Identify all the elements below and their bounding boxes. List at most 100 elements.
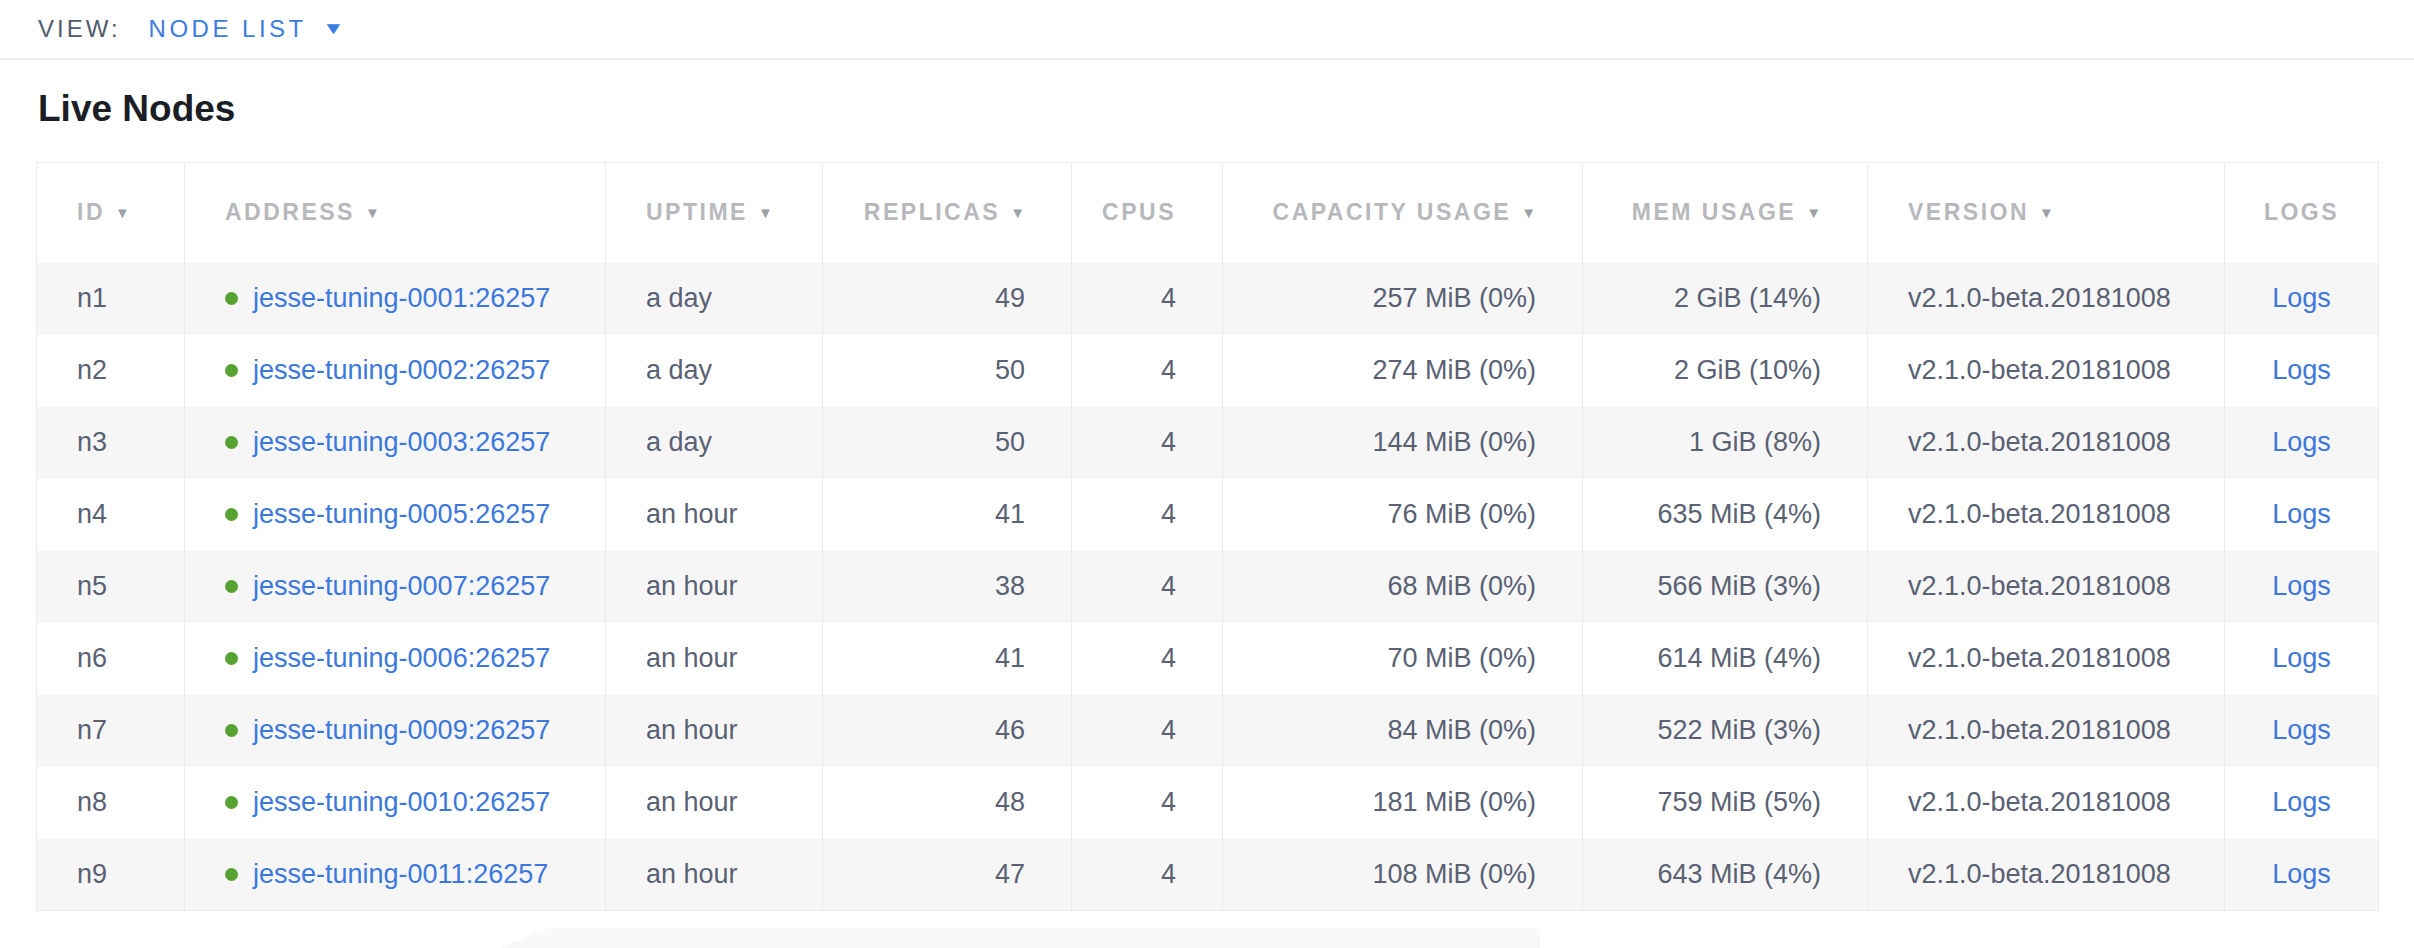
table-row: n4jesse-tuning-0005:26257an hour41476 Mi… [37, 479, 2379, 551]
cell-replicas: 49 [823, 263, 1072, 335]
sort-arrow-icon: ▼ [365, 204, 380, 221]
cell-version: v2.1.0-beta.20181008 [1868, 551, 2225, 623]
cell-logs: Logs [2225, 551, 2379, 623]
cell-capacity: 70 MiB (0%) [1223, 623, 1583, 695]
table-row: n1jesse-tuning-0001:26257a day494257 MiB… [37, 263, 2379, 335]
view-selected-value: NODE LIST [149, 15, 307, 43]
column-header-address[interactable]: ADDRESS▼ [185, 163, 606, 263]
cell-uptime: a day [606, 407, 823, 479]
cell-cpus: 4 [1072, 839, 1223, 911]
table-row: n5jesse-tuning-0007:26257an hour38468 Mi… [37, 551, 2379, 623]
cell-logs: Logs [2225, 479, 2379, 551]
bottom-shadow [500, 928, 1540, 948]
node-address-link[interactable]: jesse-tuning-0010:26257 [253, 787, 550, 817]
table-row: n3jesse-tuning-0003:26257a day504144 MiB… [37, 407, 2379, 479]
cell-logs: Logs [2225, 695, 2379, 767]
cell-replicas: 38 [823, 551, 1072, 623]
cell-logs: Logs [2225, 407, 2379, 479]
cell-logs: Logs [2225, 623, 2379, 695]
node-live-status-icon [225, 724, 238, 737]
cell-id: n3 [37, 407, 185, 479]
cell-mem: 566 MiB (3%) [1583, 551, 1868, 623]
node-logs-link[interactable]: Logs [2272, 715, 2331, 745]
cell-replicas: 50 [823, 407, 1072, 479]
column-header-mem[interactable]: MEM USAGE▼ [1583, 163, 1868, 263]
cell-uptime: a day [606, 335, 823, 407]
cell-address: jesse-tuning-0002:26257 [185, 335, 606, 407]
cell-cpus: 4 [1072, 479, 1223, 551]
node-address-link[interactable]: jesse-tuning-0011:26257 [253, 859, 548, 889]
cell-logs: Logs [2225, 767, 2379, 839]
cell-capacity: 76 MiB (0%) [1223, 479, 1583, 551]
cell-id: n9 [37, 839, 185, 911]
cell-mem: 1 GiB (8%) [1583, 407, 1868, 479]
cell-version: v2.1.0-beta.20181008 [1868, 479, 2225, 551]
cell-version: v2.1.0-beta.20181008 [1868, 695, 2225, 767]
cell-mem: 522 MiB (3%) [1583, 695, 1868, 767]
node-logs-link[interactable]: Logs [2272, 571, 2331, 601]
cell-id: n6 [37, 623, 185, 695]
cell-logs: Logs [2225, 839, 2379, 911]
cell-replicas: 41 [823, 623, 1072, 695]
node-address-link[interactable]: jesse-tuning-0001:26257 [253, 283, 550, 313]
column-header-label: REPLICAS [864, 199, 1000, 225]
node-logs-link[interactable]: Logs [2272, 787, 2331, 817]
node-logs-link[interactable]: Logs [2272, 859, 2331, 889]
node-address-link[interactable]: jesse-tuning-0009:26257 [253, 715, 550, 745]
cell-uptime: an hour [606, 767, 823, 839]
cell-uptime: an hour [606, 551, 823, 623]
cell-cpus: 4 [1072, 767, 1223, 839]
node-address-link[interactable]: jesse-tuning-0003:26257 [253, 427, 550, 457]
cell-cpus: 4 [1072, 695, 1223, 767]
cell-uptime: an hour [606, 695, 823, 767]
cell-id: n2 [37, 335, 185, 407]
cell-capacity: 108 MiB (0%) [1223, 839, 1583, 911]
cell-mem: 635 MiB (4%) [1583, 479, 1868, 551]
node-logs-link[interactable]: Logs [2272, 643, 2331, 673]
cell-replicas: 46 [823, 695, 1072, 767]
view-bar: VIEW: NODE LIST ▼ [0, 0, 2414, 60]
node-live-status-icon [225, 436, 238, 449]
node-table-body: n1jesse-tuning-0001:26257a day494257 MiB… [37, 263, 2379, 911]
node-address-link[interactable]: jesse-tuning-0002:26257 [253, 355, 550, 385]
table-row: n7jesse-tuning-0009:26257an hour46484 Mi… [37, 695, 2379, 767]
node-address-link[interactable]: jesse-tuning-0007:26257 [253, 571, 550, 601]
column-header-replicas[interactable]: REPLICAS ▼ [823, 163, 1072, 263]
sort-arrow-icon: ▼ [115, 204, 130, 221]
node-logs-link[interactable]: Logs [2272, 427, 2331, 457]
cell-address: jesse-tuning-0011:26257 [185, 839, 606, 911]
cell-id: n4 [37, 479, 185, 551]
cell-mem: 643 MiB (4%) [1583, 839, 1868, 911]
node-address-link[interactable]: jesse-tuning-0005:26257 [253, 499, 550, 529]
column-header-cpus: CPUS [1072, 163, 1223, 263]
cell-capacity: 181 MiB (0%) [1223, 767, 1583, 839]
view-mode-selector[interactable]: NODE LIST ▼ [149, 15, 342, 43]
cell-capacity: 257 MiB (0%) [1223, 263, 1583, 335]
cell-cpus: 4 [1072, 263, 1223, 335]
node-logs-link[interactable]: Logs [2272, 355, 2331, 385]
column-header-label: VERSION [1908, 199, 2029, 225]
column-header-label: CAPACITY USAGE [1273, 199, 1512, 225]
node-live-status-icon [225, 796, 238, 809]
cell-id: n8 [37, 767, 185, 839]
cell-cpus: 4 [1072, 551, 1223, 623]
cell-replicas: 41 [823, 479, 1072, 551]
page-title: Live Nodes [38, 88, 2414, 130]
sort-arrow-icon: ▼ [1010, 204, 1025, 221]
cell-mem: 2 GiB (10%) [1583, 335, 1868, 407]
column-header-label: LOGS [2264, 199, 2339, 225]
cell-replicas: 48 [823, 767, 1072, 839]
node-logs-link[interactable]: Logs [2272, 283, 2331, 313]
column-header-capacity[interactable]: CAPACITY USAGE▼ [1223, 163, 1583, 263]
node-live-status-icon [225, 580, 238, 593]
node-logs-link[interactable]: Logs [2272, 499, 2331, 529]
sort-arrow-icon: ▼ [2039, 204, 2054, 221]
cell-mem: 2 GiB (14%) [1583, 263, 1868, 335]
view-label: VIEW: [38, 15, 121, 43]
table-row: n8 jesse-tuning-0010:26257 an hour484181 M… [37, 767, 2379, 839]
column-header-uptime[interactable]: UPTIME▼ [606, 163, 823, 263]
column-header-version[interactable]: VERSION ▼ [1868, 163, 2225, 263]
column-header-id[interactable]: ID▼ [37, 163, 185, 263]
node-address-link[interactable]: jesse-tuning-0006:26257 [253, 643, 550, 673]
sort-arrow-icon: ▼ [1806, 204, 1821, 221]
